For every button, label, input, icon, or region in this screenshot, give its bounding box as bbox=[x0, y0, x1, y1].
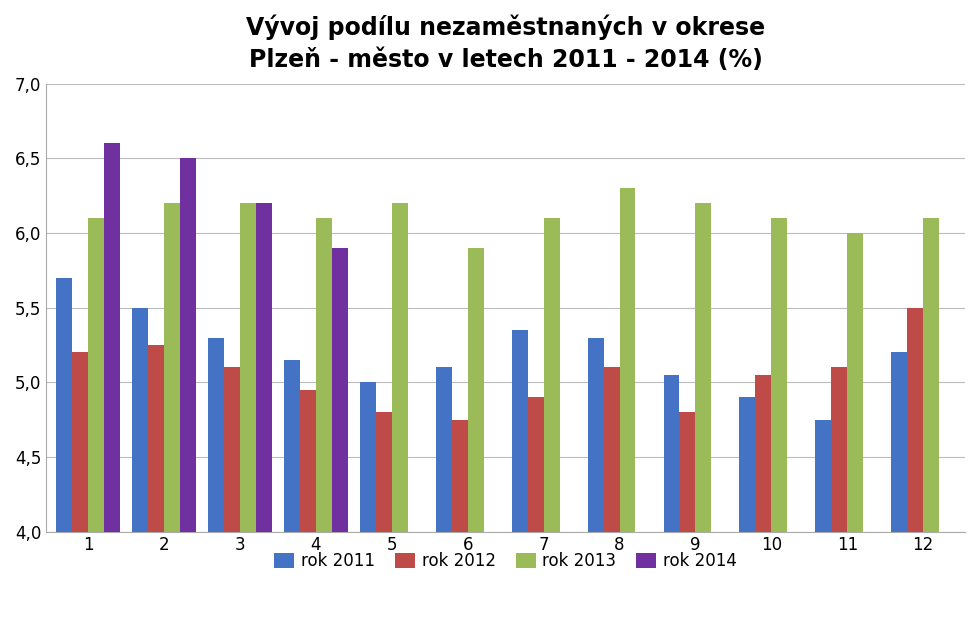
Bar bbox=[436, 368, 452, 635]
Bar bbox=[771, 218, 787, 635]
Bar bbox=[892, 352, 907, 635]
Bar bbox=[696, 203, 711, 635]
Bar bbox=[256, 203, 271, 635]
Bar bbox=[300, 390, 316, 635]
Bar bbox=[756, 375, 771, 635]
Bar bbox=[164, 203, 180, 635]
Bar bbox=[208, 338, 223, 635]
Bar bbox=[360, 382, 375, 635]
Bar bbox=[88, 218, 104, 635]
Legend: rok 2011, rok 2012, rok 2013, rok 2014: rok 2011, rok 2012, rok 2013, rok 2014 bbox=[268, 545, 744, 577]
Bar bbox=[619, 188, 635, 635]
Bar bbox=[588, 338, 604, 635]
Bar bbox=[831, 368, 848, 635]
Bar bbox=[907, 308, 923, 635]
Bar bbox=[180, 158, 196, 635]
Bar bbox=[284, 360, 300, 635]
Bar bbox=[923, 218, 939, 635]
Bar bbox=[375, 412, 392, 635]
Bar bbox=[663, 375, 679, 635]
Bar bbox=[316, 218, 332, 635]
Bar bbox=[740, 398, 756, 635]
Bar bbox=[240, 203, 256, 635]
Bar bbox=[104, 144, 120, 635]
Bar bbox=[452, 420, 467, 635]
Bar bbox=[604, 368, 619, 635]
Bar bbox=[56, 277, 73, 635]
Bar bbox=[544, 218, 560, 635]
Bar bbox=[73, 352, 88, 635]
Bar bbox=[527, 398, 544, 635]
Bar bbox=[848, 233, 863, 635]
Bar bbox=[512, 330, 527, 635]
Bar bbox=[679, 412, 696, 635]
Bar bbox=[392, 203, 408, 635]
Bar bbox=[815, 420, 831, 635]
Bar bbox=[132, 308, 148, 635]
Bar bbox=[332, 248, 348, 635]
Bar bbox=[467, 248, 483, 635]
Title: Vývoj podílu nezaměstnaných v okrese
Plzeň - město v letech 2011 - 2014 (%): Vývoj podílu nezaměstnaných v okrese Plz… bbox=[246, 15, 765, 72]
Bar bbox=[223, 368, 240, 635]
Bar bbox=[148, 345, 164, 635]
